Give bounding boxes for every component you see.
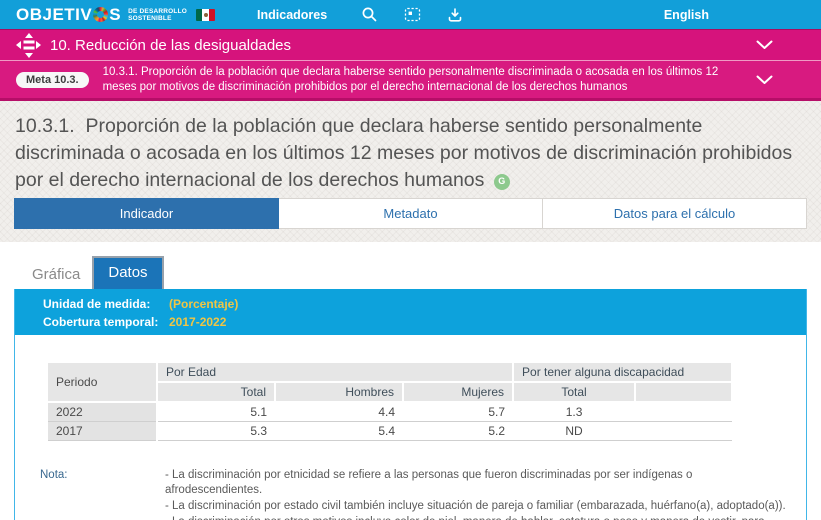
subtab-grafica[interactable]: Gráfica <box>32 266 81 283</box>
download-icon[interactable] <box>447 7 463 23</box>
goal-bar[interactable]: 10. Reducción de las desigualdades <box>0 29 821 60</box>
page-body: 10.3.1. Proporción de la población que d… <box>0 101 821 520</box>
empty-cell <box>635 421 733 441</box>
page-title: 10.3.1. Proporción de la población que d… <box>15 115 793 191</box>
value-cell: 5.2 <box>403 421 514 441</box>
main-tabs: Indicador Metadato Datos para el cálculo <box>14 198 807 229</box>
tab-indicador[interactable]: Indicador <box>14 198 279 229</box>
meta-text: 10.3.1. Proporción de la población que d… <box>102 65 719 93</box>
value-cell: 4.4 <box>275 402 403 422</box>
search-icon[interactable] <box>361 6 378 23</box>
data-matrix-icon[interactable] <box>404 7 421 22</box>
top-bar: OBJETIV S DE DESARROLLO SOSTENIBLE Indic… <box>0 0 821 29</box>
unit-label: Unidad de medida: <box>43 297 151 311</box>
logo-subtitle-line2: SOSTENIBLE <box>128 14 172 22</box>
tab-metadato[interactable]: Metadato <box>279 198 543 229</box>
value-cell: 5.4 <box>275 421 403 441</box>
period-cell: 2017 <box>46 421 158 441</box>
subtab-datos[interactable]: Datos <box>92 256 164 289</box>
group-header-discapacidad: Por tener alguna discapacidad <box>512 361 734 383</box>
value-cell: 5.1 <box>157 402 275 422</box>
group-header-por-edad: Por Edad <box>155 361 515 383</box>
chevron-down-icon[interactable] <box>756 40 773 50</box>
col-header-total: Total <box>156 381 276 403</box>
g-badge[interactable]: G <box>493 173 510 190</box>
coverage-value: 2017-2022 <box>169 315 227 329</box>
note-section: Nota: - La discriminación por etnicidad … <box>40 468 806 520</box>
note-item: - La discriminación por etnicidad se ref… <box>165 469 693 496</box>
sub-tabs: Gráfica Datos <box>0 242 821 289</box>
logo-subtitle-line1: DE DESARROLLO <box>128 7 188 15</box>
mexico-flag-icon <box>196 8 216 21</box>
indicator-data-table: Periodo Por Edad Por tener alguna discap… <box>46 361 734 441</box>
data-panel: Unidad de medida: (Porcentaje) Cobertura… <box>14 289 807 520</box>
sdg-logo[interactable]: OBJETIV S DE DESARROLLO SOSTENIBLE <box>16 4 216 25</box>
value-cell: 5.7 <box>403 402 514 422</box>
note-label: Nota: <box>40 469 68 481</box>
meta-bar[interactable]: Meta 10.3. 10.3.1. Proporción de la pobl… <box>0 60 821 101</box>
unit-value: (Porcentaje) <box>169 297 239 311</box>
note-item: - La discriminación por estado civil tam… <box>165 500 786 512</box>
tab-datos-calculo[interactable]: Datos para el cálculo <box>543 198 807 229</box>
indicator-title-block: 10.3.1. Proporción de la población que d… <box>0 101 821 196</box>
value-cell: 1.3 <box>513 402 636 422</box>
note-item: - La discriminación por otros motivos in… <box>165 515 790 520</box>
sdg-wheel-icon <box>93 7 109 22</box>
col-header-hombres: Hombres <box>274 381 404 403</box>
content-area: Gráfica Datos Unidad de medida: (Porcent… <box>0 242 821 520</box>
period-cell: 2022 <box>46 402 158 422</box>
logo-text: OBJETIV <box>16 4 93 24</box>
empty-cell <box>635 402 733 422</box>
col-header-periodo: Periodo <box>46 361 158 403</box>
coverage-label: Cobertura temporal: <box>43 315 159 329</box>
nav-indicadores[interactable]: Indicadores <box>257 7 328 22</box>
sdg10-inequalities-icon <box>16 32 41 58</box>
col-header-empty <box>634 381 734 403</box>
language-toggle[interactable]: English <box>663 7 709 22</box>
note-items: - La discriminación por etnicidad se ref… <box>165 468 790 520</box>
value-cell: ND <box>513 421 636 441</box>
goal-title: 10. Reducción de las desigualdades <box>50 36 292 54</box>
table-row-2022: 2022 5.1 4.4 5.7 1.3 <box>46 402 733 422</box>
chevron-down-icon[interactable] <box>756 75 773 85</box>
table-row-2017: 2017 5.3 5.4 5.2 ND <box>46 421 733 441</box>
col-header-mujeres: Mujeres <box>401 381 515 403</box>
meta-badge[interactable]: Meta 10.3. <box>16 71 89 88</box>
value-cell: 5.3 <box>157 421 275 441</box>
col-header-disc-total: Total <box>512 381 637 403</box>
unit-coverage-panel: Unidad de medida: (Porcentaje) Cobertura… <box>15 289 806 335</box>
logo-text-s: S <box>109 4 122 24</box>
